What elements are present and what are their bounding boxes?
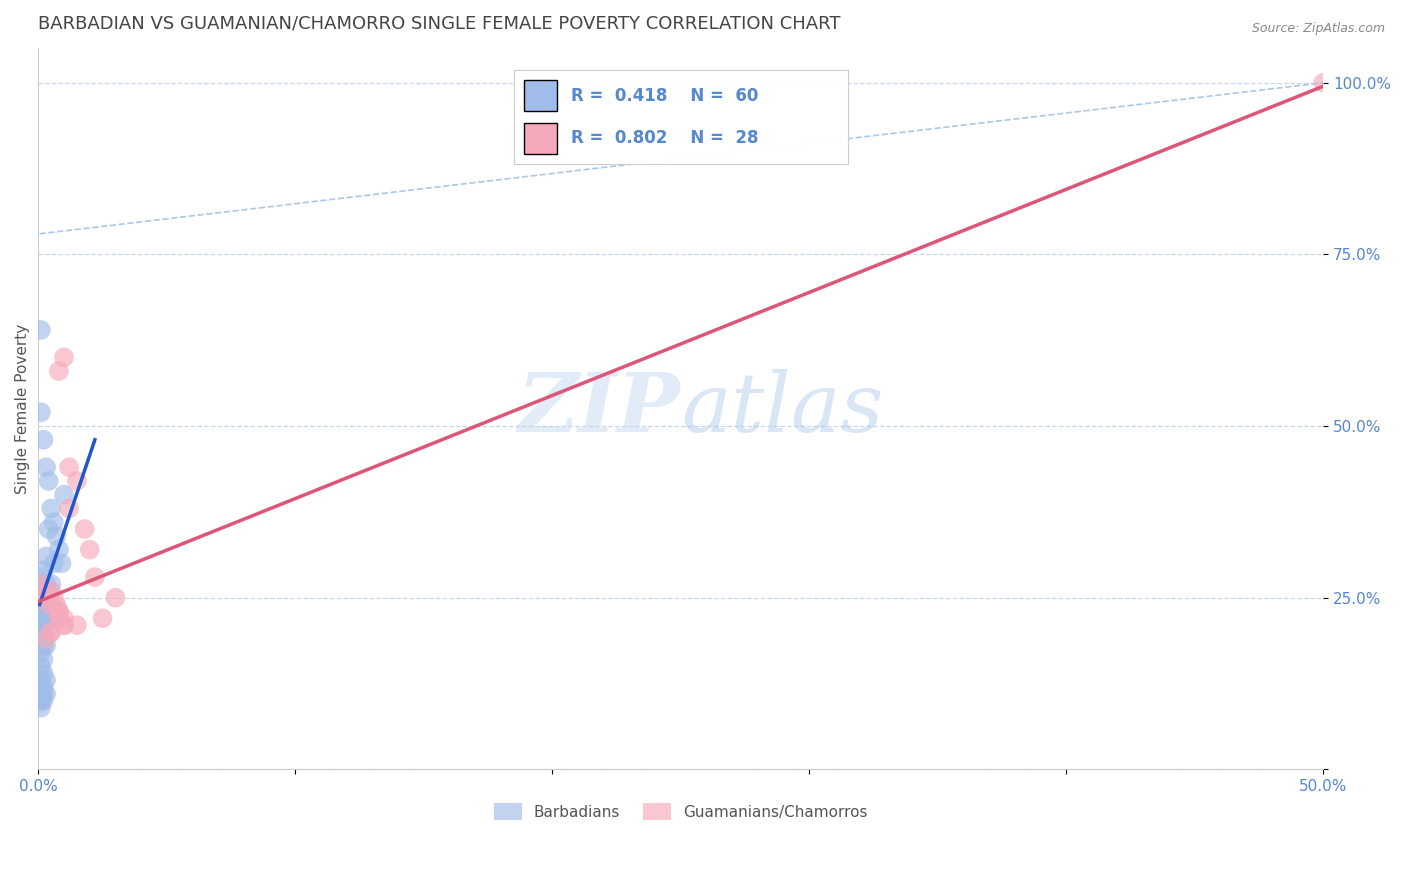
Point xyxy=(35,632,58,646)
Point xyxy=(30,693,52,707)
Point xyxy=(104,591,127,605)
Point xyxy=(35,687,58,701)
Point xyxy=(30,625,52,640)
Point xyxy=(53,611,76,625)
Point xyxy=(32,618,55,632)
Point xyxy=(39,577,62,591)
Point xyxy=(35,673,58,687)
Point xyxy=(35,549,58,564)
Legend: Barbadians, Guamanians/Chamorros: Barbadians, Guamanians/Chamorros xyxy=(488,797,873,827)
Point xyxy=(38,598,60,612)
Point xyxy=(30,577,52,591)
Point xyxy=(32,433,55,447)
Point xyxy=(53,488,76,502)
Point xyxy=(30,598,52,612)
Point xyxy=(48,604,70,618)
Point xyxy=(30,693,52,707)
Point xyxy=(39,625,62,640)
Point xyxy=(32,598,55,612)
Point xyxy=(35,591,58,605)
Point xyxy=(53,618,76,632)
Point xyxy=(30,632,52,646)
Point xyxy=(32,687,55,701)
Point xyxy=(32,591,55,605)
Point xyxy=(30,611,52,625)
Point xyxy=(30,598,52,612)
Text: ZIP: ZIP xyxy=(519,369,681,449)
Point xyxy=(35,460,58,475)
Point xyxy=(32,693,55,707)
Point xyxy=(32,598,55,612)
Point xyxy=(32,563,55,577)
Point xyxy=(32,666,55,681)
Point xyxy=(42,591,65,605)
Point xyxy=(30,659,52,673)
Point xyxy=(32,639,55,653)
Point xyxy=(48,611,70,625)
Point xyxy=(39,501,62,516)
Point xyxy=(48,364,70,378)
Point xyxy=(35,591,58,605)
Point xyxy=(35,591,58,605)
Point xyxy=(51,557,73,571)
Point xyxy=(32,583,55,598)
Point xyxy=(48,604,70,618)
Point xyxy=(58,501,80,516)
Point xyxy=(32,591,55,605)
Point xyxy=(32,632,55,646)
Point xyxy=(32,591,55,605)
Point xyxy=(42,515,65,529)
Point xyxy=(32,680,55,694)
Point xyxy=(35,604,58,618)
Point xyxy=(42,557,65,571)
Point xyxy=(66,618,89,632)
Text: BARBADIAN VS GUAMANIAN/CHAMORRO SINGLE FEMALE POVERTY CORRELATION CHART: BARBADIAN VS GUAMANIAN/CHAMORRO SINGLE F… xyxy=(38,15,841,33)
Point xyxy=(58,460,80,475)
Point xyxy=(48,542,70,557)
Point xyxy=(35,618,58,632)
Text: atlas: atlas xyxy=(681,369,883,449)
Point xyxy=(30,646,52,660)
Point xyxy=(1312,76,1334,90)
Point xyxy=(32,652,55,666)
Point xyxy=(30,577,52,591)
Y-axis label: Single Female Poverty: Single Female Poverty xyxy=(15,324,30,494)
Point xyxy=(38,583,60,598)
Point xyxy=(91,611,114,625)
Point xyxy=(30,673,52,687)
Point xyxy=(35,583,58,598)
Point xyxy=(30,570,52,584)
Point xyxy=(79,542,101,557)
Point xyxy=(30,583,52,598)
Point xyxy=(38,474,60,488)
Point xyxy=(83,570,105,584)
Point xyxy=(53,618,76,632)
Point xyxy=(45,598,67,612)
Point xyxy=(30,323,52,337)
Point xyxy=(39,583,62,598)
Point xyxy=(30,700,52,714)
Point xyxy=(35,577,58,591)
Point xyxy=(53,351,76,365)
Point xyxy=(30,405,52,419)
Point xyxy=(39,625,62,640)
Point xyxy=(32,583,55,598)
Point xyxy=(35,639,58,653)
Text: Source: ZipAtlas.com: Source: ZipAtlas.com xyxy=(1251,22,1385,36)
Point xyxy=(32,611,55,625)
Point xyxy=(73,522,96,536)
Point xyxy=(30,598,52,612)
Point xyxy=(30,680,52,694)
Point xyxy=(45,529,67,543)
Point xyxy=(38,522,60,536)
Point xyxy=(66,474,89,488)
Point xyxy=(30,625,52,640)
Point xyxy=(30,604,52,618)
Point xyxy=(30,604,52,618)
